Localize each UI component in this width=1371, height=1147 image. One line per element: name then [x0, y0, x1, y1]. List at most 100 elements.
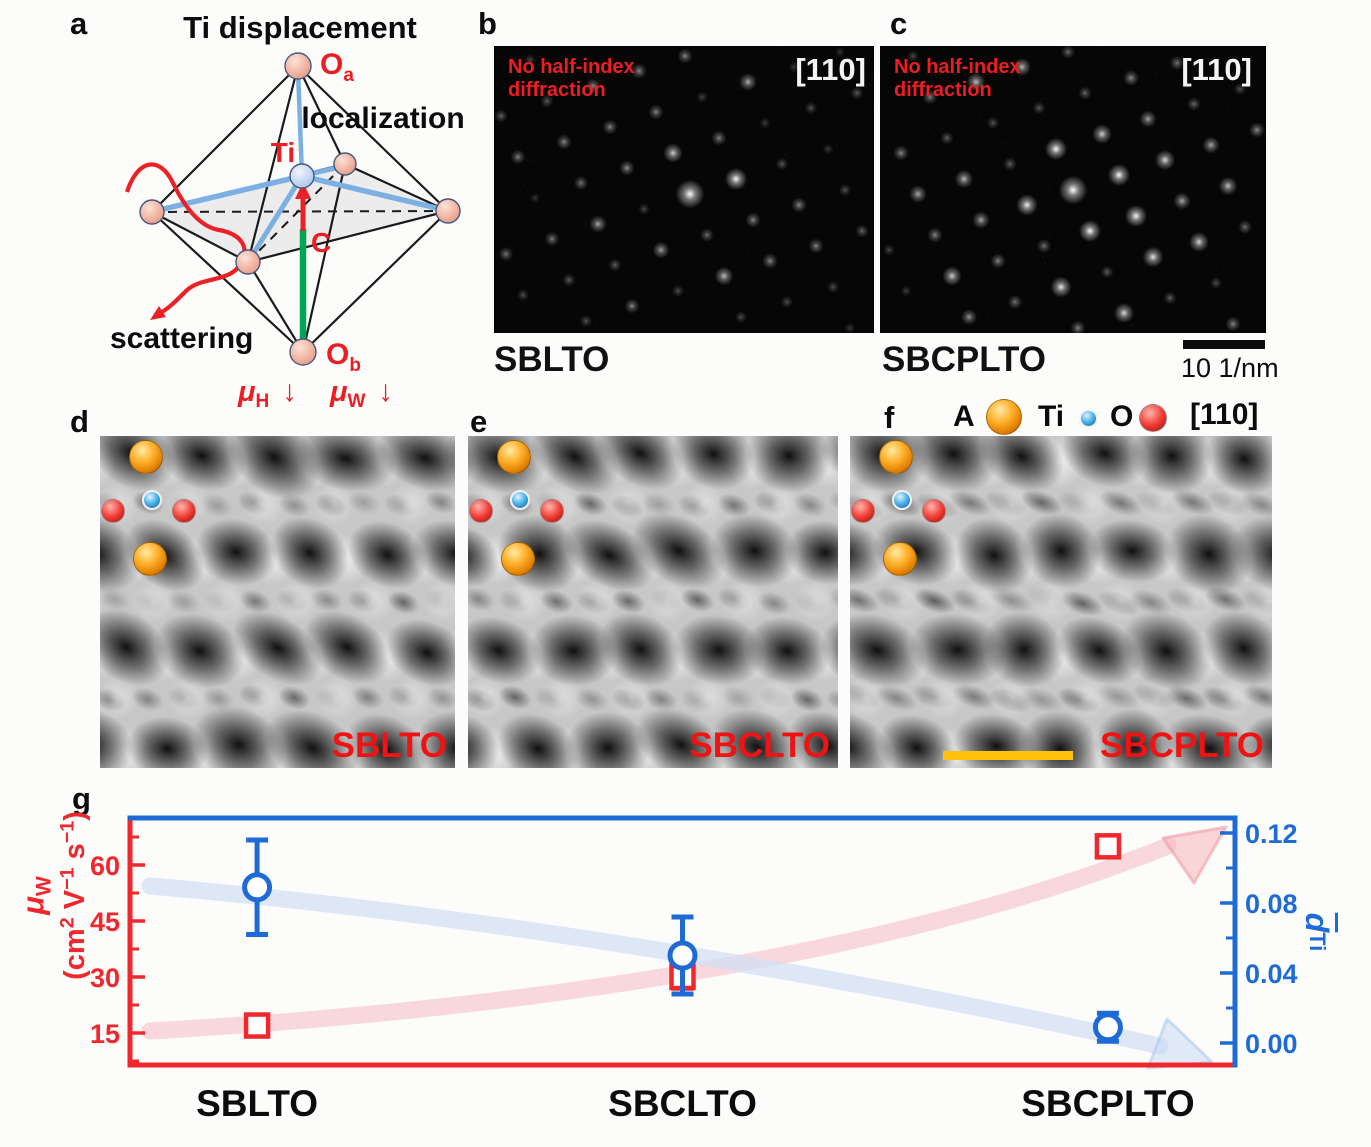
data-point-circle — [1092, 1012, 1123, 1043]
o-a-label: Oa — [320, 48, 354, 86]
reciprocal-scalebar-label: 10 1/nm — [1181, 353, 1279, 383]
mu-w-down-arrow-icon: ↓ — [378, 375, 393, 408]
diffraction-pattern-sbcplto — [880, 46, 1266, 333]
x-category-label: SBCPLTO — [1021, 1083, 1194, 1124]
trend-arrowhead-down-icon — [1146, 1017, 1214, 1070]
mu-h-label: μH — [237, 376, 269, 412]
stem-image-sbclto — [468, 436, 838, 768]
panel-a-letter: a — [70, 6, 88, 41]
trend-arrowhead-up-icon — [1161, 825, 1228, 885]
a-site-marker — [129, 440, 163, 474]
octahedron-diagram: Ti displacement localization Ti Oa Ob C … — [110, 10, 465, 412]
stem-panel-sbclto: SBCLTO — [468, 436, 838, 768]
a-site-marker — [883, 542, 917, 576]
mu-w-label: μW — [329, 376, 366, 412]
right-axis-tick-label: 0.00 — [1245, 1029, 1298, 1059]
units-part: (cm — [59, 928, 92, 980]
ti-atom — [289, 163, 315, 189]
right-axis-tick-label: 0.04 — [1245, 959, 1298, 989]
units-sup: −1 — [56, 820, 79, 844]
real-space-scalebar — [943, 751, 1073, 760]
stem-image-sbcplto — [850, 436, 1272, 768]
a-site-marker — [497, 440, 531, 474]
panel-c-sample-label: SBCPLTO — [882, 340, 1046, 379]
units-part: ) — [59, 811, 92, 821]
data-point-square — [243, 1012, 271, 1039]
a-site-marker — [133, 542, 167, 576]
left-axis-tick-label: 60 — [90, 851, 120, 881]
d-subscript: Ti — [1305, 932, 1330, 952]
units-sup: −1 — [56, 867, 79, 890]
stem-image-sblto — [100, 436, 455, 768]
reciprocal-scalebar — [1183, 340, 1265, 349]
o-atom-apex-top — [284, 52, 312, 80]
scattering-label: scattering — [110, 322, 253, 355]
d-bar-symbol: d — [1299, 912, 1336, 933]
left-axis-tick-label: 15 — [90, 1019, 120, 1049]
mu-w-symbol: μ — [329, 376, 348, 408]
legend-o-label: O — [1110, 400, 1134, 433]
equatorial-plane — [152, 164, 448, 262]
ti-displacement-arrowhead — [295, 182, 311, 199]
panel-c-letter: c — [890, 6, 908, 41]
mu-w-sub: W — [348, 391, 366, 412]
left-y-axis-symbol: μW — [16, 876, 57, 915]
legend-ti-label: Ti — [1038, 400, 1065, 433]
panel-a-title: Ti displacement — [183, 10, 417, 45]
left-axis-tick-label: 45 — [90, 907, 120, 937]
units-sup: 2 — [56, 917, 79, 929]
x-category-label: SBCLTO — [608, 1083, 757, 1124]
panel-c-zone-axis: [110] — [1181, 52, 1252, 87]
data-point-circle — [667, 940, 698, 971]
o-site-marker — [851, 499, 875, 523]
left-y-axis-units: (cm2 V−1 s−1) — [57, 811, 93, 980]
panel-b-letter: b — [478, 6, 497, 41]
o-site-marker — [922, 499, 946, 523]
o-atom-right — [435, 198, 461, 224]
o-site-marker — [101, 499, 125, 523]
mu-h-sub: H — [256, 391, 270, 412]
o-a-main: O — [320, 48, 343, 81]
oxygen-atoms — [139, 52, 461, 366]
mu-h-down-arrow-icon: ↓ — [282, 375, 297, 408]
left-y-axis-label: μW (cm2 V−1 s−1) — [0, 746, 112, 1046]
mobility-displacement-chart: 15 30 45 60 0.00 0.04 0.08 0.12 SBLTO SBCLTO SBCPL… — [90, 815, 1298, 1124]
panel-e-sample-label: SBCLTO — [689, 726, 830, 765]
o-atom-apex-bottom — [289, 338, 317, 366]
panel-b-annotation: No half-index diffraction — [508, 56, 635, 102]
panel-b-sample-label: SBLTO — [494, 340, 610, 379]
mu-symbol: μ — [15, 896, 51, 915]
a-site-marker — [879, 440, 913, 474]
panel-e-letter: e — [470, 404, 488, 439]
panel-c-annotation: No half-index diffraction — [894, 56, 1021, 102]
o-a-sub: a — [343, 65, 354, 86]
o-atom-front — [235, 249, 261, 275]
a-site-marker — [501, 542, 535, 576]
left-axis-tick-label: 30 — [90, 963, 120, 993]
o-b-main: O — [326, 338, 349, 371]
data-point-square — [1094, 833, 1122, 860]
panel-b-note-line1: No half-index — [508, 56, 635, 78]
trend-arrow-mobility — [141, 837, 1177, 1040]
legend-zone-axis: [110] — [1190, 398, 1259, 431]
legend-a-label: A — [953, 400, 975, 433]
panel-c-note-line1: No half-index — [894, 56, 1021, 78]
localization-label: localization — [301, 102, 464, 135]
o-atom-back — [333, 152, 357, 176]
panel-d-letter: d — [70, 404, 89, 439]
o-site-marker — [540, 499, 564, 523]
panel-f-letter: f — [884, 400, 895, 435]
right-axis-tick-label: 0.12 — [1245, 819, 1298, 849]
mu-subscript: W — [32, 876, 56, 897]
x-category-label: SBLTO — [196, 1083, 318, 1124]
panel-b-zone-axis: [110] — [795, 52, 866, 87]
ti-label: Ti — [271, 137, 295, 168]
right-y-axis-label: d Ti — [1285, 847, 1349, 1017]
ti-site-marker — [142, 490, 162, 510]
scattering-wave-curve — [125, 162, 247, 314]
units-part: V — [59, 889, 92, 918]
o-b-sub: b — [349, 355, 361, 376]
panel-b-note-line2: diffraction — [508, 79, 606, 101]
scattering-arrowhead — [150, 306, 166, 320]
